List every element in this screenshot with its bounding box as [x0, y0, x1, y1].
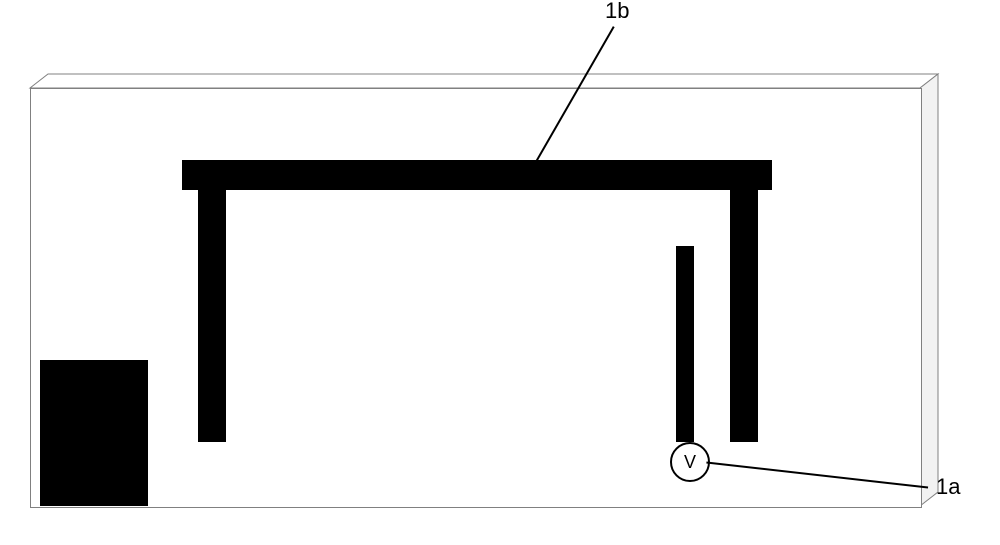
callout-1b-label: 1b [605, 0, 629, 22]
callout-1a-label: 1a [936, 476, 960, 498]
antenna-inner-bar [676, 246, 694, 442]
v-node: V [670, 442, 710, 482]
antenna-right-leg [730, 190, 758, 442]
v-node-label: V [684, 445, 696, 479]
board-front-face [30, 88, 922, 508]
antenna-top-bar [182, 160, 772, 190]
diagram-stage: V 1b 1a [0, 0, 1000, 545]
antenna-left-leg [198, 190, 226, 442]
solid-block [40, 360, 148, 506]
